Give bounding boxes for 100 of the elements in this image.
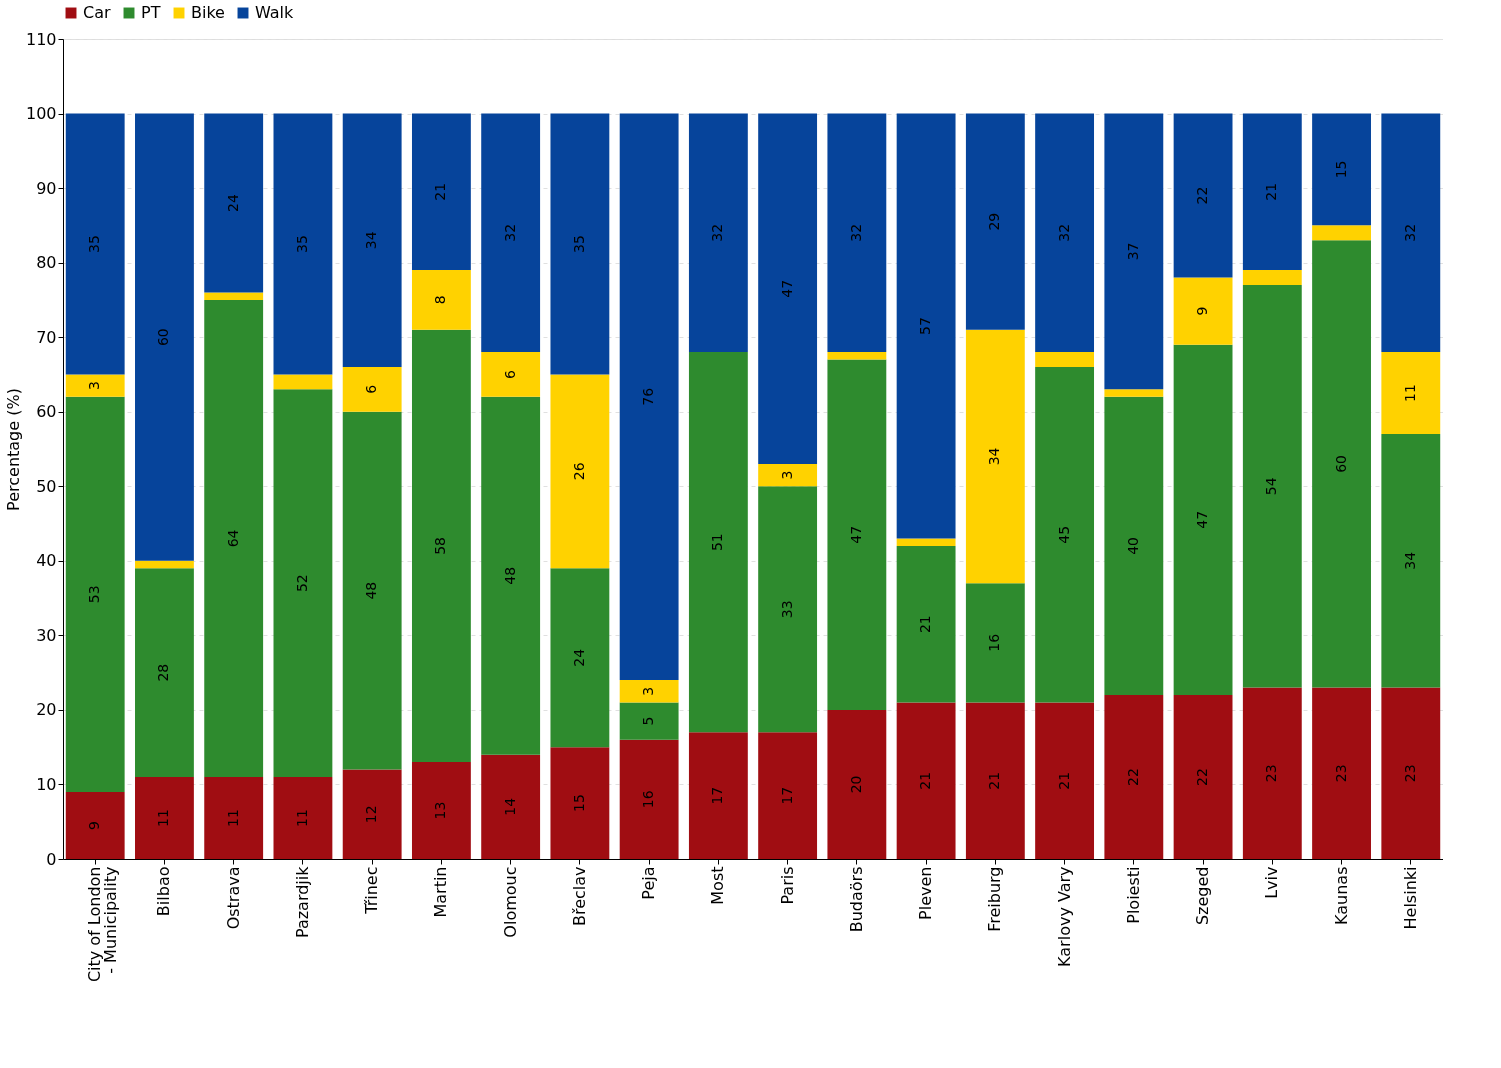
bar — [827, 352, 887, 360]
bar — [1381, 352, 1441, 435]
data-label: 37 — [1124, 242, 1141, 261]
bar — [1104, 396, 1164, 695]
x-tick-label: Paris — [777, 866, 797, 905]
data-label: 24 — [570, 648, 587, 667]
bar — [1173, 344, 1233, 695]
data-label: 48 — [501, 566, 518, 585]
x-tick-label: Kaunas — [1331, 866, 1351, 925]
data-label: 17 — [778, 786, 795, 805]
data-label: 11 — [1401, 384, 1418, 402]
data-label: 60 — [1332, 455, 1349, 473]
data-label: 34 — [363, 231, 380, 250]
data-label: 32 — [501, 223, 518, 242]
x-tick-label: Lviv — [1262, 866, 1282, 899]
bar — [550, 747, 610, 859]
bar — [1312, 240, 1371, 688]
bar — [204, 292, 264, 300]
bar — [1173, 113, 1233, 278]
bar — [896, 538, 956, 546]
data-label: 52 — [293, 574, 310, 593]
bar — [758, 113, 818, 464]
bar — [619, 113, 679, 681]
data-label: 21 — [917, 615, 934, 634]
x-tick-label: City of London - Municipality — [85, 866, 121, 983]
bar — [688, 352, 748, 733]
data-label: 22 — [1194, 768, 1211, 786]
bar — [1035, 113, 1095, 353]
data-label: 11 — [293, 809, 310, 827]
data-label: 3 — [778, 470, 795, 480]
bar — [481, 754, 541, 859]
x-tick-label: Olomouc — [500, 866, 520, 938]
x-tick-label: Ostrava — [223, 866, 243, 930]
data-label: 3 — [640, 686, 657, 696]
data-label: 23 — [1332, 764, 1349, 783]
bar — [65, 374, 125, 397]
bar — [965, 113, 1025, 330]
data-label: 34 — [1401, 551, 1418, 570]
bar — [273, 113, 333, 375]
legend-label: Walk — [255, 3, 295, 22]
bar — [135, 568, 194, 777]
bar — [342, 367, 402, 412]
bar — [65, 791, 125, 859]
y-tick-label: 70 — [36, 327, 57, 347]
x-tick-label: Budaörs — [846, 866, 866, 933]
bar — [896, 702, 956, 859]
y-tick-label: 20 — [36, 700, 57, 720]
bar — [342, 769, 402, 859]
data-label: 6 — [501, 369, 518, 379]
bar — [273, 389, 333, 777]
x-tick-label: Pleven — [916, 866, 936, 920]
legend-label: PT — [141, 3, 161, 22]
bar — [550, 374, 610, 569]
y-tick-label: 90 — [36, 178, 57, 198]
bar — [1312, 687, 1371, 859]
data-label: 24 — [224, 194, 241, 212]
data-label: 47 — [778, 279, 795, 298]
data-label: 13 — [432, 801, 449, 820]
bar — [1104, 113, 1164, 390]
x-tick-label: Helsinki — [1400, 866, 1420, 930]
x-tick-label: Pazardjik — [292, 865, 312, 939]
bar — [1242, 285, 1302, 688]
x-tick-label: Szeged — [1193, 866, 1213, 926]
bar — [1035, 367, 1095, 703]
data-label: 3 — [86, 381, 103, 391]
bar — [1381, 113, 1441, 353]
data-label: 45 — [1055, 525, 1072, 544]
y-tick-label: 50 — [36, 476, 57, 496]
data-label: 76 — [640, 387, 657, 406]
bar — [204, 113, 264, 293]
data-label: 28 — [155, 663, 172, 682]
data-label: 23 — [1401, 764, 1418, 783]
y-tick-label: 30 — [36, 625, 57, 645]
data-label: 47 — [847, 525, 864, 544]
data-label: 21 — [986, 771, 1003, 790]
bar — [1312, 225, 1371, 241]
bar — [481, 352, 541, 397]
bar — [411, 113, 471, 271]
data-label: 48 — [363, 581, 380, 600]
bar — [1312, 113, 1371, 226]
bar — [896, 113, 956, 539]
data-label: 17 — [709, 786, 726, 805]
bar — [1035, 702, 1095, 859]
data-label: 51 — [709, 533, 726, 552]
bar — [273, 777, 333, 859]
data-label: 60 — [155, 328, 172, 347]
x-tick-label: Bilbao — [154, 866, 174, 917]
bar — [135, 560, 194, 569]
x-tick-label: Freiburg — [985, 866, 1005, 932]
legend-label: Bike — [191, 3, 225, 22]
data-label: 8 — [432, 295, 449, 305]
bar — [1242, 270, 1302, 285]
data-label: 33 — [778, 600, 795, 619]
data-label: 29 — [986, 212, 1003, 231]
bar — [1381, 687, 1441, 859]
data-label: 32 — [1055, 223, 1072, 242]
data-label: 34 — [986, 447, 1003, 466]
data-label: 16 — [640, 790, 657, 809]
bar — [619, 702, 679, 740]
bar — [550, 568, 610, 748]
